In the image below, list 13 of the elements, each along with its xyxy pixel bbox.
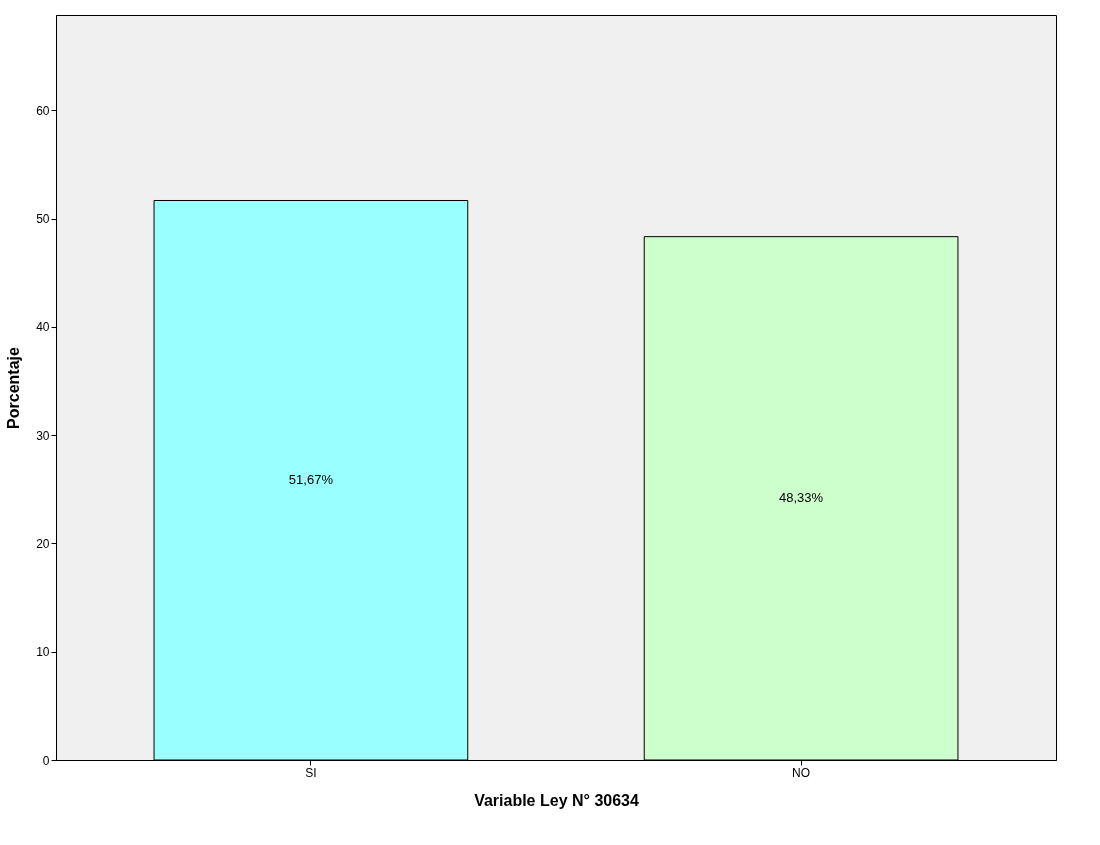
y-tick-label: 20 <box>36 536 50 551</box>
data-label: 48,33% <box>779 490 824 506</box>
data-label: 51,67% <box>288 472 334 488</box>
y-tick-label: 60 <box>36 103 50 118</box>
y-axis-title: Porcentaje <box>5 346 23 429</box>
x-tick-label: SI <box>305 765 317 780</box>
y-tick-label: 30 <box>36 428 50 443</box>
y-tick-label: 50 <box>36 212 50 227</box>
y-tick-label: 10 <box>36 645 50 660</box>
y-tick-label: 40 <box>36 320 50 335</box>
x-tick-label: NO <box>792 765 811 780</box>
x-axis-title: Variable Ley N° 30634 <box>474 791 639 809</box>
y-tick-label: 0 <box>42 753 50 768</box>
